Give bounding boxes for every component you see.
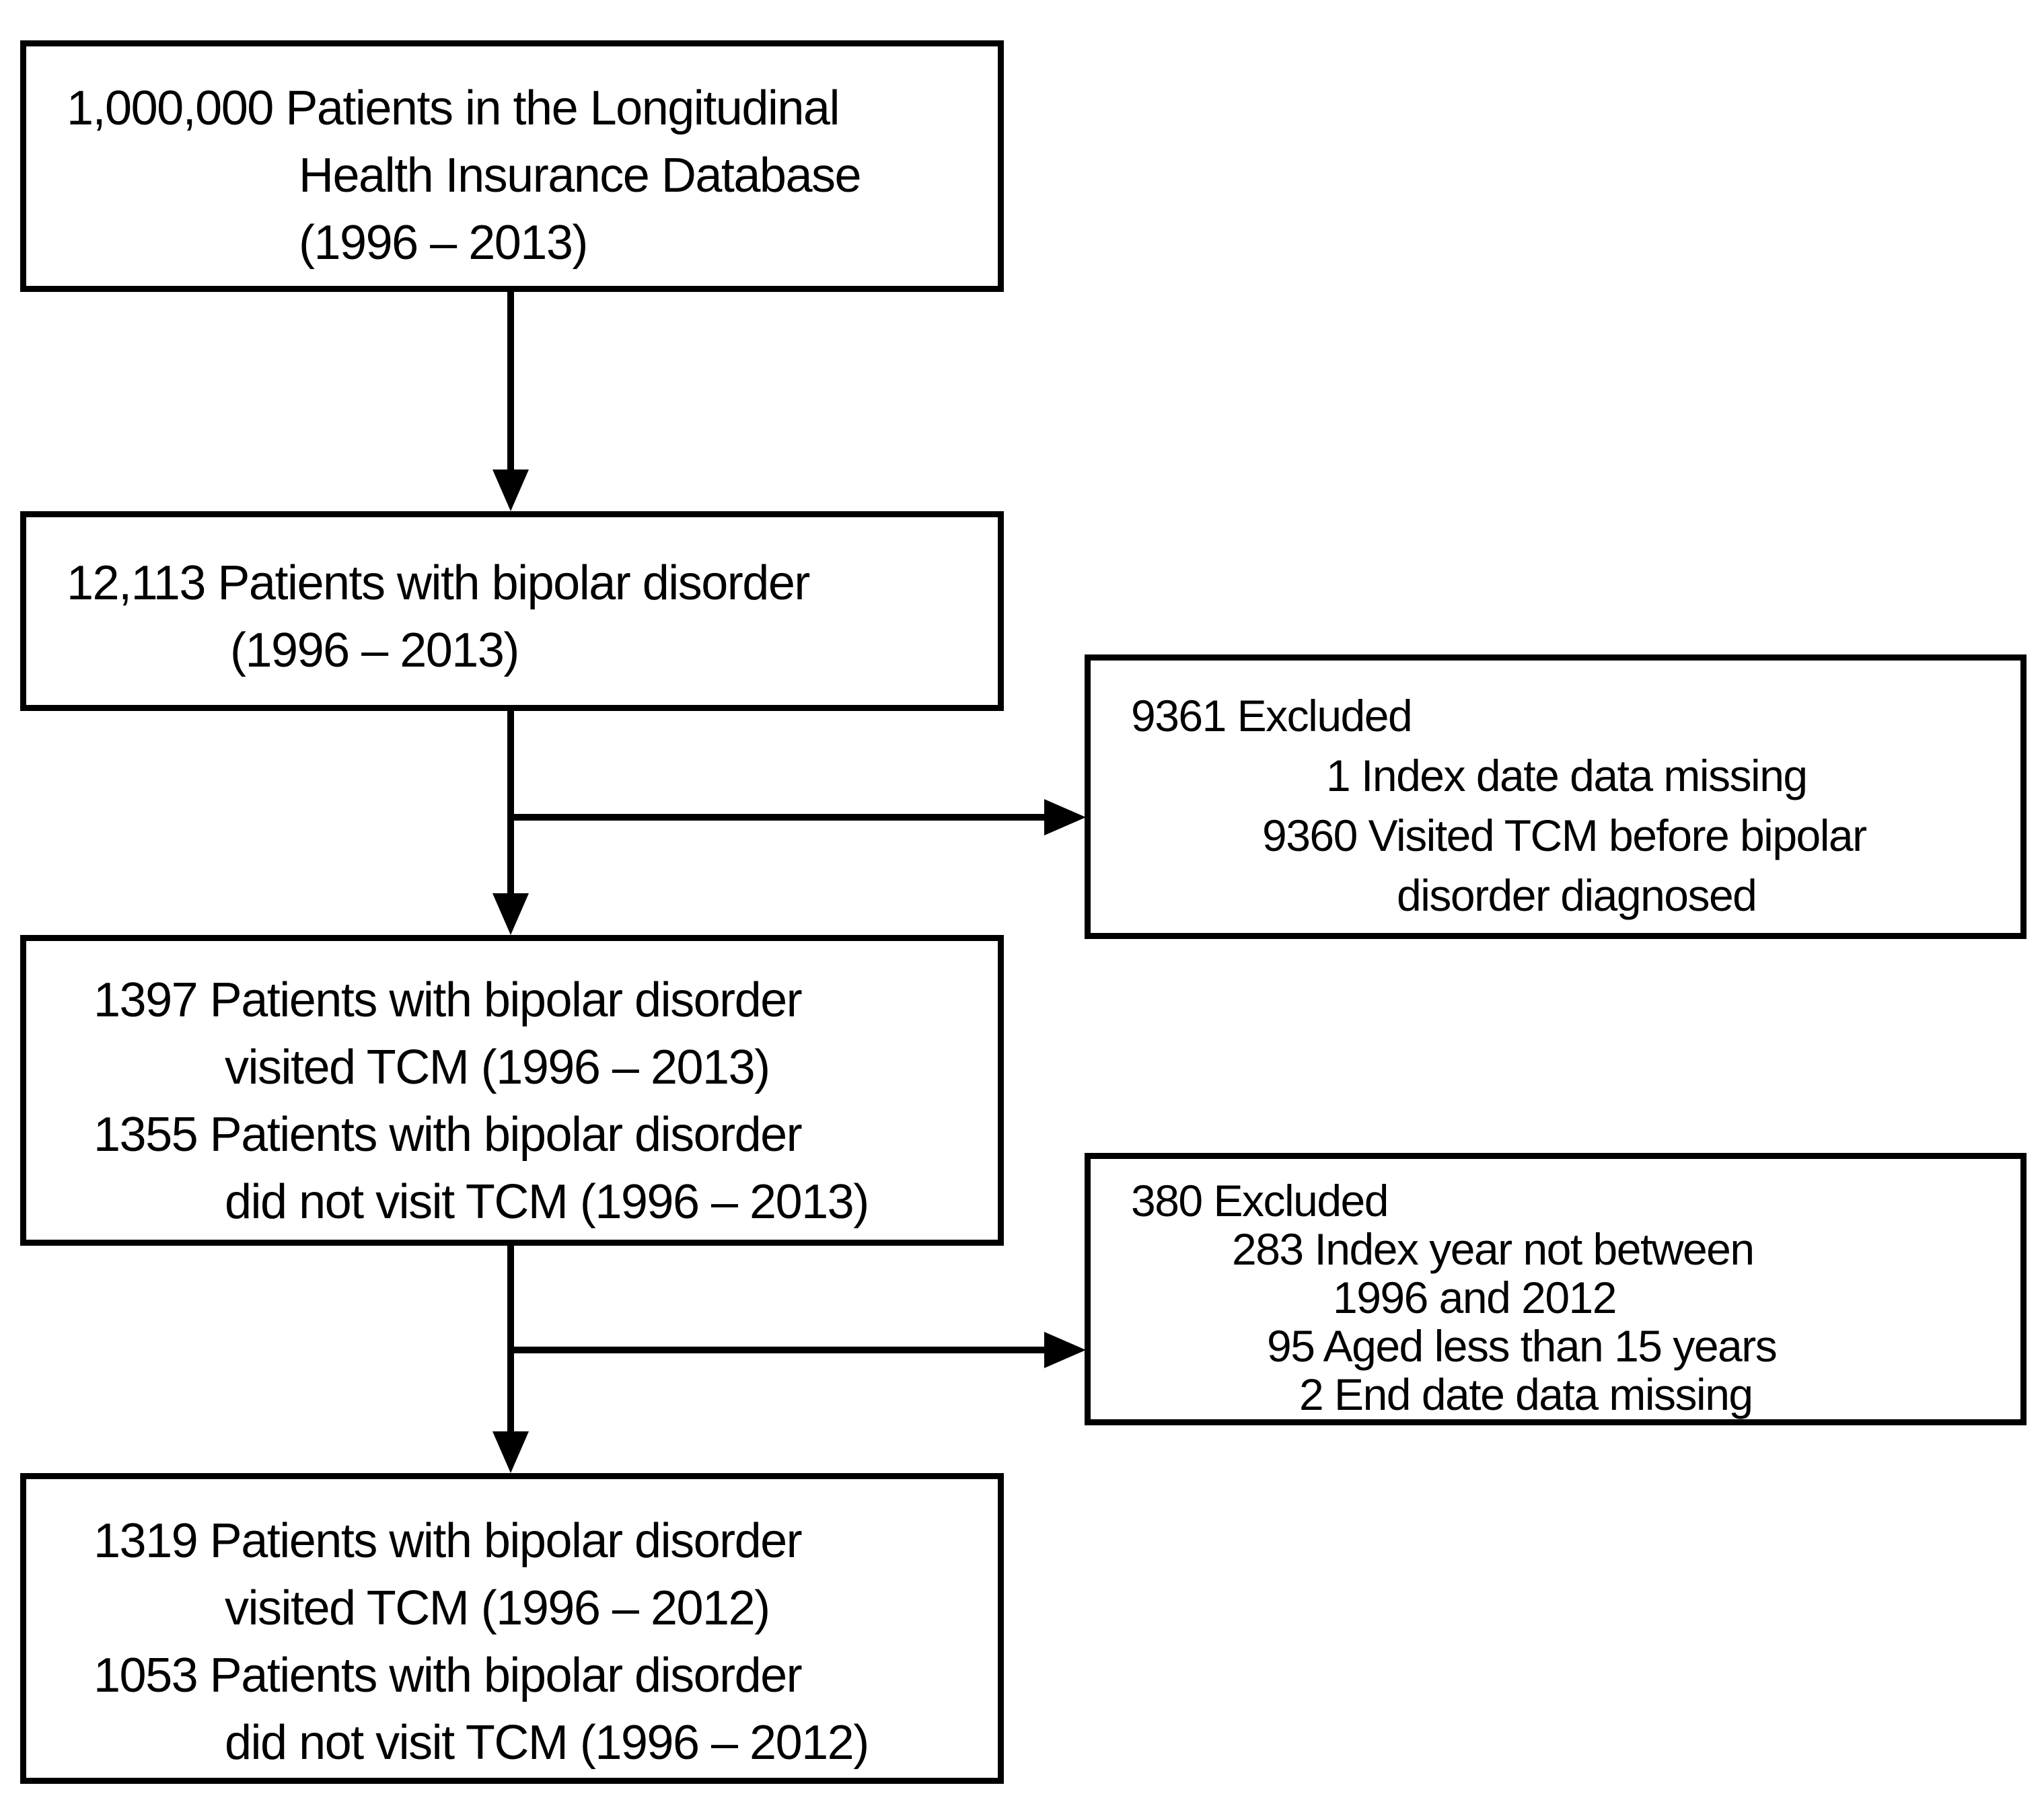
arrowhead-down-icon <box>492 893 529 935</box>
box-excluded2-line-5: 2 End date data missing <box>1299 1369 1753 1419</box>
box-tcm2013-line-4: did not visit TCM (1996 – 2013) <box>225 1175 869 1229</box>
arrowhead-right-icon <box>1044 1332 1086 1368</box>
box-excluded1-line-2: 1 Index date data missing <box>1326 751 1808 800</box>
box-excluded1-line-4: disorder diagnosed <box>1397 870 1757 920</box>
box-tcm2012-line-2: visited TCM (1996 – 2012) <box>225 1581 770 1635</box>
box-tcm2013-line-1: 1397 Patients with bipolar disorder <box>94 973 803 1027</box>
box-excluded2-line-4: 95 Aged less than 15 years <box>1267 1321 1778 1371</box>
box-bipolar-line-2: (1996 – 2013) <box>230 624 519 677</box>
box-excluded1-line-1: 9361 Excluded <box>1131 691 1413 741</box>
box-tcm2012-line-1: 1319 Patients with bipolar disorder <box>94 1514 803 1568</box>
box-tcm-2013: 1397 Patients with bipolar disorder visi… <box>20 935 1004 1246</box>
box-tcm-2012: 1319 Patients with bipolar disorder visi… <box>20 1473 1004 1784</box>
box-excluded2-line-2: 283 Index year not between <box>1232 1224 1755 1274</box>
box-tcm2013-line-3: 1355 Patients with bipolar disorder <box>94 1108 803 1162</box>
arrowhead-down-icon <box>492 1431 529 1473</box>
box-tcm2013-line-2: visited TCM (1996 – 2013) <box>225 1041 770 1094</box>
box-cohort-line-1: 1,000,000 Patients in the Longitudinal <box>67 81 840 135</box>
box-bipolar-line-1: 12,113 Patients with bipolar disorder <box>67 556 810 610</box>
connector-tcm2013-tcm2012 <box>507 1246 514 1433</box>
arrowhead-down-icon <box>492 470 529 511</box>
connector-branch-excluded1 <box>507 814 1046 821</box>
box-excluded2-line-1: 380 Excluded <box>1131 1176 1389 1226</box>
arrowhead-right-icon <box>1044 799 1086 835</box>
connector-cohort-bipolar <box>507 292 514 471</box>
box-excluded-1: 9361 Excluded 1 Index date data missing … <box>1085 654 2027 939</box>
box-tcm2012-line-3: 1053 Patients with bipolar disorder <box>94 1649 803 1702</box>
connector-bipolar-tcm2013 <box>507 711 514 894</box>
box-excluded2-line-3: 1996 and 2012 <box>1333 1273 1617 1322</box>
box-excluded-2: 380 Excluded 283 Index year not between … <box>1085 1153 2027 1425</box>
box-cohort-line-3: (1996 – 2013) <box>299 216 588 270</box>
box-cohort: 1,000,000 Patients in the Longitudinal H… <box>20 40 1004 292</box>
connector-branch-excluded2 <box>507 1347 1046 1353</box>
box-excluded1-line-3: 9360 Visited TCM before bipolar <box>1262 811 1867 860</box>
box-tcm2012-line-4: did not visit TCM (1996 – 2012) <box>225 1716 869 1770</box>
box-cohort-line-2: Health Insurance Database <box>299 149 862 202</box>
box-bipolar: 12,113 Patients with bipolar disorder (1… <box>20 511 1004 711</box>
